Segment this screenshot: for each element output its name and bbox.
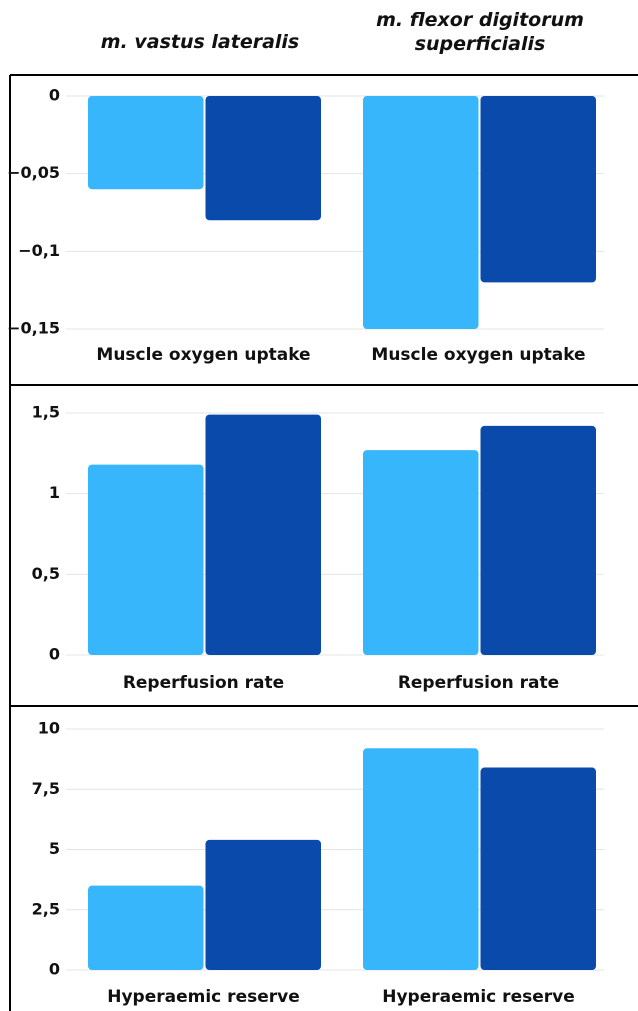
x-tick-label: Reperfusion rate: [123, 673, 284, 693]
y-tick-label: −0,05: [7, 163, 60, 182]
x-tick-label: Muscle oxygen uptake: [96, 345, 310, 365]
x-tick-label: Hyperaemic reserve: [107, 987, 300, 1007]
y-tick-label: 5: [49, 839, 60, 858]
x-tick-label: Muscle oxygen uptake: [371, 345, 585, 365]
y-tick-label: 0,5: [32, 564, 60, 583]
bar: [88, 885, 204, 970]
column-title: m. flexor digitorum superficialis: [376, 9, 584, 55]
column-title: m. vastus lateralis: [100, 31, 300, 53]
y-tick-label: −0,15: [7, 319, 60, 338]
bar: [205, 96, 321, 221]
y-tick-label: 0: [49, 960, 60, 979]
y-tick-label: 0: [49, 86, 60, 105]
bar: [363, 748, 479, 970]
y-tick-label: 1,5: [32, 403, 60, 422]
bar: [363, 96, 479, 329]
y-tick-label: 10: [38, 719, 60, 738]
bar: [480, 767, 596, 970]
bar: [363, 450, 479, 655]
x-tick-label: Reperfusion rate: [398, 673, 559, 693]
bar: [480, 96, 596, 283]
y-tick-label: 2,5: [32, 899, 60, 918]
y-tick-label: −0,1: [18, 241, 60, 260]
y-tick-label: 7,5: [32, 779, 60, 798]
bar: [205, 839, 321, 970]
y-tick-label: 1: [49, 483, 60, 502]
x-tick-label: Hyperaemic reserve: [382, 987, 575, 1007]
bar: [205, 414, 321, 655]
bar: [480, 425, 596, 655]
bar: [88, 464, 204, 655]
bar: [88, 96, 204, 190]
y-tick-label: 0: [49, 645, 60, 664]
